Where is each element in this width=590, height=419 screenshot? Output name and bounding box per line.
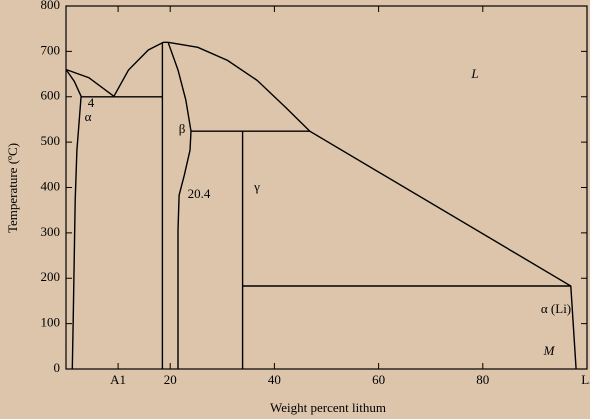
x-tick-label: Li <box>581 372 590 387</box>
phase-boundary <box>113 41 169 97</box>
y-tick-label: 600 <box>41 88 61 103</box>
annotation: L <box>470 66 478 81</box>
annotation: α <box>85 109 92 124</box>
y-tick-label: 800 <box>41 0 61 12</box>
x-tick-label: 20 <box>164 372 177 387</box>
phase-boundary <box>65 69 82 370</box>
annotation: γ <box>253 179 260 194</box>
annotation: M <box>543 343 556 358</box>
y-tick-label: 100 <box>41 315 61 330</box>
y-axis-title: Temperature (ºC) <box>5 143 20 233</box>
y-tick-label: 400 <box>41 178 61 193</box>
y-tick-label: 700 <box>41 42 61 57</box>
x-tick-label: 40 <box>268 372 281 387</box>
y-tick-label: 500 <box>41 133 61 148</box>
annotation: 20.4 <box>188 186 211 201</box>
x-axis-title: Weight percent lithum <box>270 400 386 415</box>
phase-boundary <box>65 68 115 97</box>
phase-boundary <box>167 42 192 369</box>
x-tick-label: 60 <box>372 372 385 387</box>
x-tick-label: 80 <box>476 372 489 387</box>
y-tick-label: 300 <box>41 224 61 239</box>
x-tick-label: A1 <box>110 372 126 387</box>
annotation: 4 <box>88 95 95 110</box>
annotation: α (Li) <box>541 301 571 316</box>
annotation: β <box>179 121 186 136</box>
y-tick-label: 200 <box>41 269 61 284</box>
y-tick-label: 0 <box>54 360 61 375</box>
phase-boundary <box>167 41 577 370</box>
